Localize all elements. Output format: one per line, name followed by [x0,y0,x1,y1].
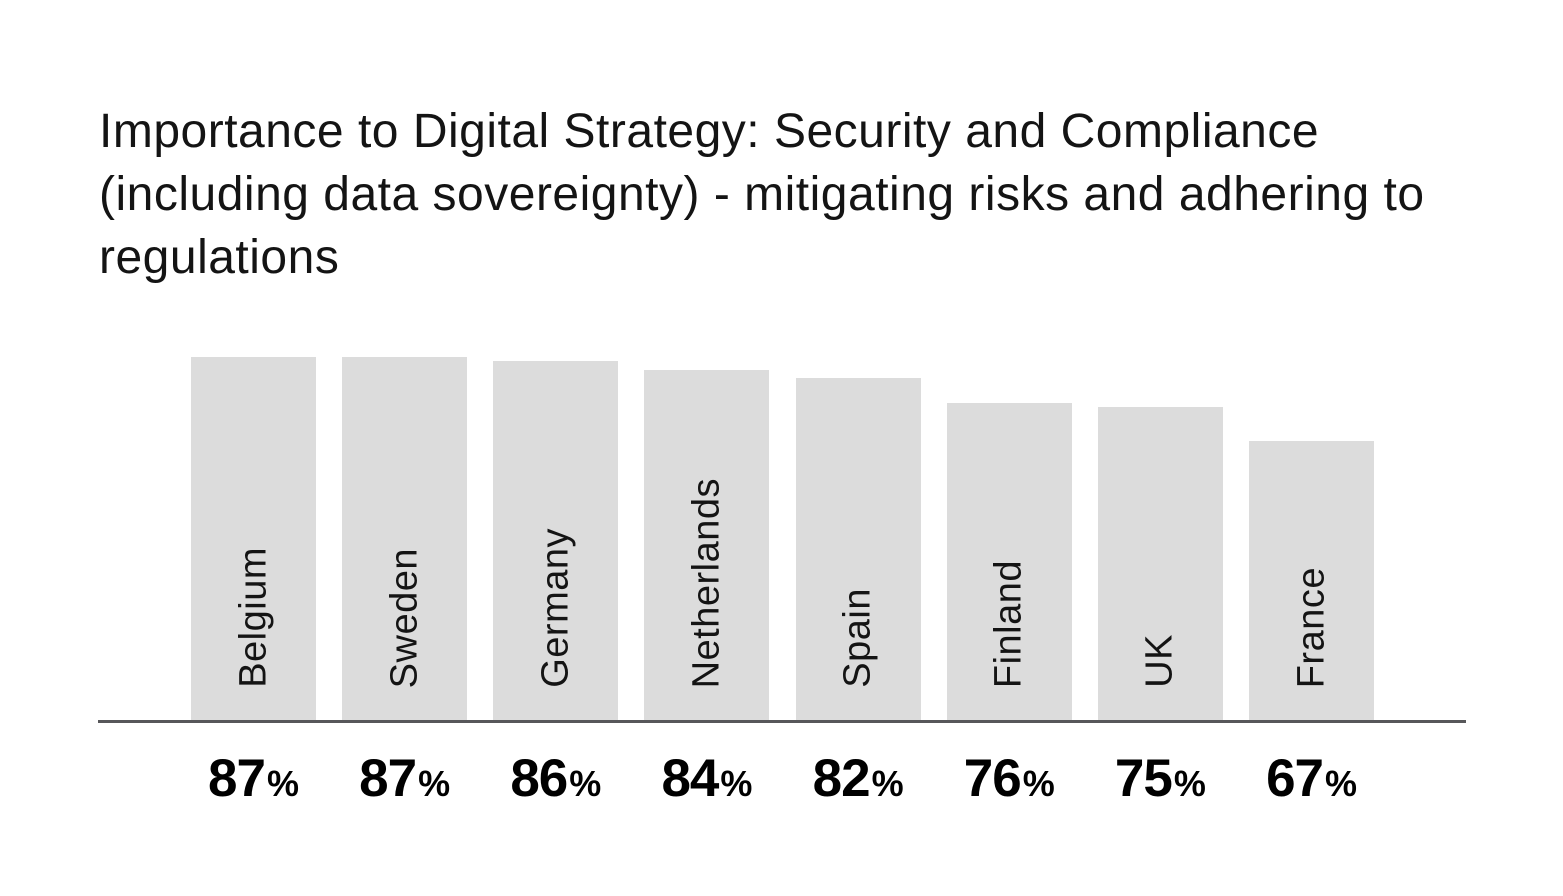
chart-title: Importance to Digital Strategy: Security… [99,105,1425,284]
bar: Finland [946,403,1072,720]
bar-value-number: 76 [963,749,1022,808]
bar-category-label: Netherlands [685,477,728,688]
percent-sign: % [569,763,602,804]
percent-sign: % [1173,763,1206,804]
bar-category-label: Finland [987,559,1030,688]
bar: Sweden [342,357,468,720]
bar-value-label: 87% [169,748,339,809]
bar-category-label: UK [1138,634,1181,688]
bar-value-label: 84% [622,748,792,809]
bar: Germany [493,361,619,720]
bar: France [1249,441,1375,720]
bar-value-number: 86 [510,749,568,808]
bar-value-number: 87 [359,749,417,808]
bar-value-label: 67% [1227,748,1397,809]
bar-value-label: 86% [471,748,641,809]
bar-category-label: France [1290,566,1333,688]
percent-sign: % [720,763,753,804]
percent-sign: % [871,763,904,804]
bar-category-label: Spain [836,588,879,688]
bar-category-label: Sweden [383,547,426,688]
bar-value-number: 82 [812,749,871,808]
bar: Spain [795,378,921,720]
bar: UK [1097,407,1223,720]
bar-value-label: 87% [320,748,490,809]
bar-category-label: Germany [534,528,577,688]
bar-value-number: 84 [661,749,719,808]
bar-value-number: 75 [1114,749,1173,808]
bar-value-number: 87 [208,749,266,808]
bar: Netherlands [644,370,770,720]
percent-sign: % [418,763,451,804]
percent-sign: % [1022,763,1055,804]
bar-value-label: 82% [773,748,943,809]
percent-sign: % [1325,763,1358,804]
bar-category-label: Belgium [232,547,274,688]
bar-value-label: 76% [924,748,1094,809]
x-axis-line [98,720,1466,723]
percent-sign: % [266,763,299,804]
bar: Belgium [191,357,316,720]
bar-value-number: 67 [1266,749,1324,808]
bar-value-label: 75% [1075,748,1245,809]
